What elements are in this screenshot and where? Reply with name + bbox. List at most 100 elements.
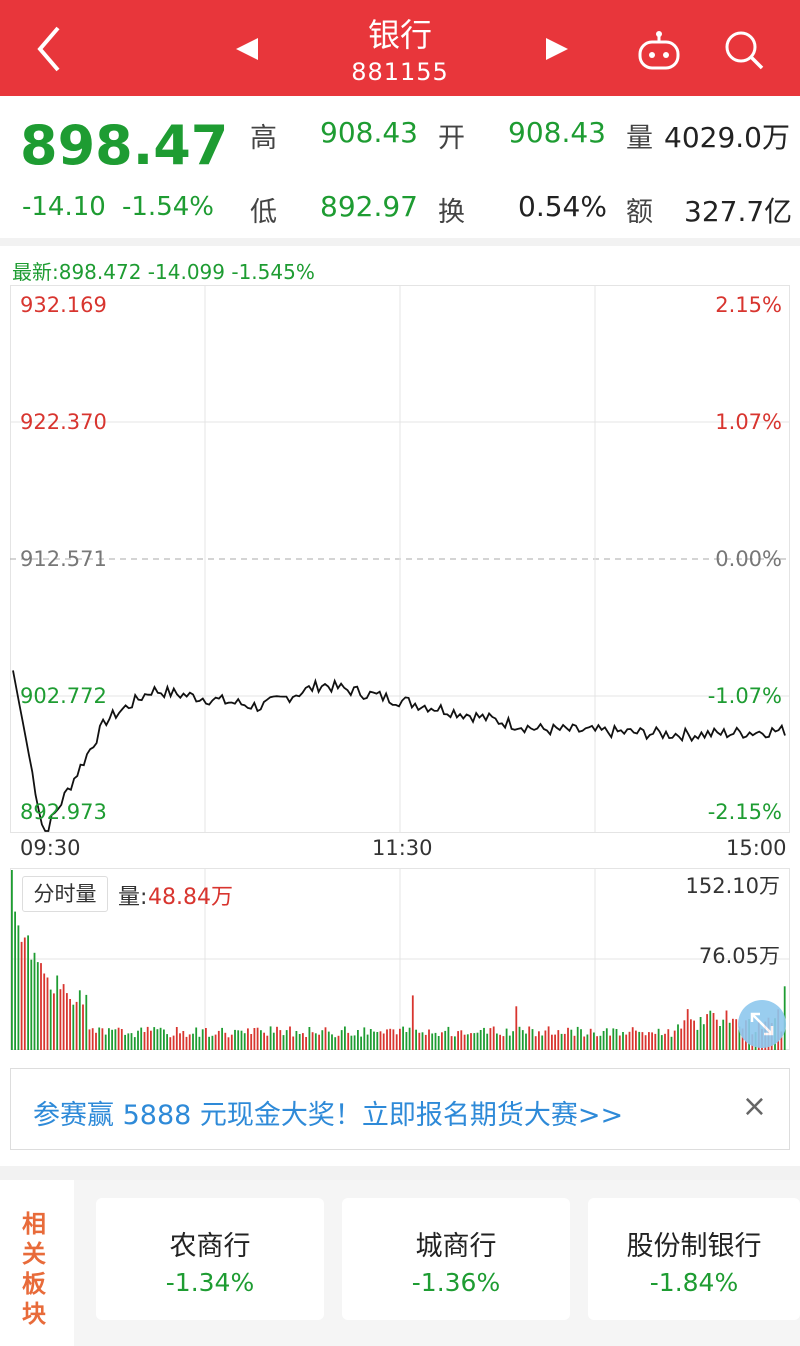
volume-bar xyxy=(693,1020,695,1050)
volume-bar xyxy=(192,1033,194,1050)
volume-bar xyxy=(230,1034,233,1050)
volume-bar xyxy=(560,1033,563,1050)
volume-bar xyxy=(454,1036,456,1050)
volume-bar xyxy=(198,1036,201,1050)
volume-bar xyxy=(660,1035,663,1050)
volume-bar xyxy=(654,1033,657,1050)
volume-bar xyxy=(140,1027,143,1050)
next-triangle-icon[interactable] xyxy=(544,36,570,62)
volume-bar xyxy=(266,1035,269,1050)
volume-bar xyxy=(670,1036,673,1050)
back-arrow-icon[interactable] xyxy=(28,22,72,76)
volume-bar xyxy=(732,1018,734,1050)
volume-bar xyxy=(373,1031,375,1050)
search-icon[interactable] xyxy=(722,28,766,72)
volume-bar xyxy=(563,1033,566,1050)
volume-bar xyxy=(308,1027,311,1050)
sector-change: -1.34% xyxy=(165,1268,255,1297)
volume-bar xyxy=(78,990,81,1050)
price-change-percent: -1.54% xyxy=(122,192,214,222)
volume-bar xyxy=(360,1036,362,1050)
volume-bar xyxy=(91,1028,94,1050)
low-label: 低 xyxy=(250,197,277,228)
volume-bar xyxy=(496,1033,498,1050)
sector-card-city-banks[interactable]: 城商行 -1.36% xyxy=(342,1198,570,1320)
volume-bar xyxy=(447,1026,450,1050)
price-series-line xyxy=(12,670,786,832)
open-value: 908.43 xyxy=(508,116,606,149)
y-tick-left-1: 922.370 xyxy=(20,410,107,434)
volume-bar xyxy=(182,1031,185,1050)
volume-label: 量 xyxy=(626,123,653,154)
volume-bar xyxy=(586,1034,589,1050)
volume-bar xyxy=(402,1026,404,1050)
volume-mode-button[interactable]: 分时量 xyxy=(22,876,108,912)
low-value: 892.97 xyxy=(320,190,418,223)
volume-bar xyxy=(302,1033,304,1050)
volume-bar xyxy=(11,870,13,1050)
index-code: 881155 xyxy=(351,58,449,86)
volume-bar xyxy=(111,1029,113,1050)
volume-bar xyxy=(725,1010,728,1050)
y-tick-right-3: -1.07% xyxy=(707,684,782,708)
volume-bar xyxy=(327,1031,330,1050)
volume-bar xyxy=(525,1033,527,1050)
volume-bar xyxy=(557,1030,560,1050)
volume-bar xyxy=(127,1033,130,1050)
volume-bar xyxy=(224,1032,227,1050)
volume-bar xyxy=(114,1029,117,1050)
volume-bar xyxy=(263,1032,265,1050)
volume-bar xyxy=(780,1031,783,1050)
volume-bar xyxy=(379,1031,382,1050)
volume-bar xyxy=(75,1001,78,1050)
promo-banner[interactable]: 参赛赢 5888 元现金大奖！立即报名期货大赛>> × xyxy=(10,1068,790,1150)
volume-bar xyxy=(227,1037,230,1050)
expand-icon[interactable] xyxy=(738,1000,786,1048)
volume-bar xyxy=(56,975,59,1050)
sector-name: 股份制银行 xyxy=(626,1231,762,1262)
volume-label: 量: xyxy=(118,885,148,910)
volume-bar xyxy=(428,1029,430,1050)
volume-bar xyxy=(715,1019,718,1050)
volume-bar xyxy=(521,1030,524,1050)
volume-bar xyxy=(104,1034,107,1050)
volume-bar xyxy=(664,1033,666,1050)
y-tick-right-1: 1.07% xyxy=(715,410,782,434)
divider xyxy=(0,1166,800,1180)
volume-bar xyxy=(706,1014,708,1050)
volume-bar xyxy=(85,994,88,1050)
promo-banner-text[interactable]: 参赛赢 5888 元现金大奖！立即报名期货大赛>> xyxy=(33,1100,624,1131)
volume-bar xyxy=(628,1031,631,1050)
sector-change: -1.84% xyxy=(649,1268,739,1297)
volume-bar xyxy=(470,1033,472,1050)
volume-current-value: 48.84万 xyxy=(148,885,233,910)
open-label: 开 xyxy=(438,123,465,154)
volume-bar xyxy=(609,1035,611,1050)
volume-bar xyxy=(460,1030,463,1050)
volume-bar xyxy=(175,1027,178,1050)
robot-assistant-icon[interactable] xyxy=(636,30,682,72)
volume-bar xyxy=(648,1032,650,1050)
sector-card-rural-banks[interactable]: 农商行 -1.34% xyxy=(96,1198,324,1320)
previous-triangle-icon[interactable] xyxy=(234,36,260,62)
sector-name: 农商行 xyxy=(169,1231,251,1262)
sector-card-joint-stock-banks[interactable]: 股份制银行 -1.84% xyxy=(588,1198,800,1320)
volume-bar xyxy=(53,993,55,1050)
volume-bar xyxy=(376,1032,379,1050)
volume-bar xyxy=(163,1029,165,1050)
volume-bar xyxy=(683,1020,686,1050)
y-tick-right-2: 0.00% xyxy=(715,547,782,571)
volume-bar xyxy=(133,1037,136,1050)
volume-bar xyxy=(489,1028,492,1050)
volume-bar xyxy=(337,1035,340,1050)
volume-bar xyxy=(366,1034,369,1050)
volume-bar xyxy=(36,962,39,1050)
volume-bar xyxy=(431,1033,434,1050)
x-tick-open: 09:30 xyxy=(20,836,81,860)
close-banner-button[interactable]: × xyxy=(741,1089,767,1124)
volume-bar xyxy=(547,1026,550,1050)
volume-bar xyxy=(437,1036,440,1050)
volume-bar-chart[interactable] xyxy=(10,868,790,1050)
intraday-price-chart[interactable] xyxy=(10,285,790,833)
volume-bar xyxy=(276,1026,278,1050)
